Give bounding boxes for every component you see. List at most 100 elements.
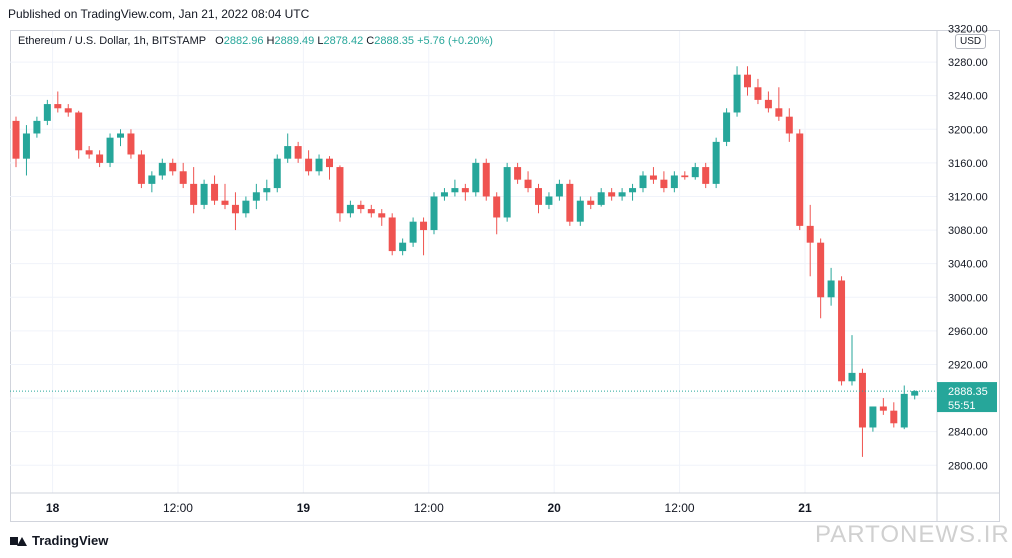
grid xyxy=(10,31,937,493)
candle xyxy=(388,213,396,256)
candle-body xyxy=(681,175,689,178)
candle xyxy=(775,87,783,121)
candle xyxy=(315,154,323,176)
candle-body xyxy=(22,133,30,159)
candle-body xyxy=(273,158,281,189)
close-value: 2888.35 xyxy=(374,35,414,47)
candle xyxy=(566,179,574,226)
candle-body xyxy=(409,221,417,243)
candle-body xyxy=(775,108,783,117)
candle xyxy=(148,171,156,193)
price-tick-label: 3160.00 xyxy=(948,158,988,170)
candle-body xyxy=(597,192,605,205)
currency-button[interactable]: USD xyxy=(955,34,987,49)
candle xyxy=(200,179,208,210)
candle xyxy=(54,91,62,113)
candle-body xyxy=(106,137,114,163)
candle-body xyxy=(838,280,846,382)
candle-body xyxy=(96,154,104,163)
candle xyxy=(106,133,114,168)
candle xyxy=(744,66,751,96)
candle-body xyxy=(890,410,898,424)
candle-body xyxy=(305,158,313,172)
candle xyxy=(838,276,846,386)
time-tick-label: 12:00 xyxy=(665,501,695,515)
last-price-tag-price: 2888.35 xyxy=(948,386,988,398)
candle-body xyxy=(294,146,302,159)
candle-body xyxy=(451,188,459,193)
candle-body xyxy=(211,183,219,201)
candle xyxy=(900,385,908,430)
candle xyxy=(879,398,887,415)
time-tick-label: 12:00 xyxy=(163,501,193,515)
last-price-tag: 2888.35 55:51 xyxy=(937,382,997,413)
low-label: L xyxy=(317,35,324,47)
candle-body xyxy=(858,372,866,428)
candle-body xyxy=(12,120,20,159)
candle-body xyxy=(440,192,448,197)
candle xyxy=(503,162,511,222)
candle xyxy=(482,158,490,201)
candle-body xyxy=(545,196,553,205)
candle-body xyxy=(524,179,532,189)
candle xyxy=(117,129,124,147)
time-tick-label: 19 xyxy=(297,501,311,515)
candle-body xyxy=(221,200,229,205)
candle xyxy=(190,167,198,214)
low-value: 2878.42 xyxy=(323,35,364,47)
candle-body xyxy=(263,188,271,193)
time-tick-label: 18 xyxy=(46,501,60,515)
candle-body xyxy=(848,372,856,382)
candle-body xyxy=(629,188,637,193)
candle xyxy=(618,188,626,201)
candle-body xyxy=(911,391,919,396)
chart-frame[interactable] xyxy=(10,30,1000,522)
candle-body xyxy=(148,175,156,184)
change-value: +5.76 (+0.20%) xyxy=(417,35,493,47)
high-label: H xyxy=(266,35,275,47)
candle-body xyxy=(555,183,563,197)
candle-body xyxy=(900,393,908,428)
candle-body xyxy=(660,179,668,189)
candles xyxy=(12,66,919,457)
candle-body xyxy=(388,217,396,252)
candle-body xyxy=(252,192,260,201)
candle xyxy=(127,129,135,159)
ohlc-legend: Ethereum / U.S. Dollar, 1h, BITSTAMP O28… xyxy=(18,35,493,47)
candle xyxy=(660,171,668,193)
candle-body xyxy=(346,204,354,214)
candle-body xyxy=(357,204,365,210)
candle xyxy=(294,141,302,163)
candle-body xyxy=(200,183,208,205)
candle-body xyxy=(33,120,41,134)
candle xyxy=(576,196,584,226)
candle-body xyxy=(54,104,62,109)
candle xyxy=(231,192,239,231)
candle-body xyxy=(127,133,135,155)
candle-body xyxy=(702,167,710,184)
candle-body xyxy=(326,158,333,168)
candle xyxy=(22,125,30,176)
candle xyxy=(649,167,657,184)
candle xyxy=(43,99,51,126)
candle xyxy=(64,104,72,117)
price-tick-label: 3320.00 xyxy=(948,23,988,35)
candle xyxy=(461,183,469,201)
candle xyxy=(723,108,731,147)
price-tick-label: 2840.00 xyxy=(948,427,988,439)
candle-body xyxy=(367,209,375,214)
candle-body xyxy=(315,158,323,172)
tradingview-logo[interactable]: TradingView xyxy=(10,533,108,548)
candle xyxy=(85,146,93,159)
candle xyxy=(796,129,804,231)
candle-body xyxy=(670,175,678,189)
candle xyxy=(75,110,83,159)
candle xyxy=(493,192,501,235)
candle xyxy=(409,217,417,247)
price-tick-label: 2800.00 xyxy=(948,460,988,472)
candle-body xyxy=(869,406,877,428)
candle-body xyxy=(827,280,835,298)
candle xyxy=(284,133,292,163)
candle xyxy=(336,165,344,222)
